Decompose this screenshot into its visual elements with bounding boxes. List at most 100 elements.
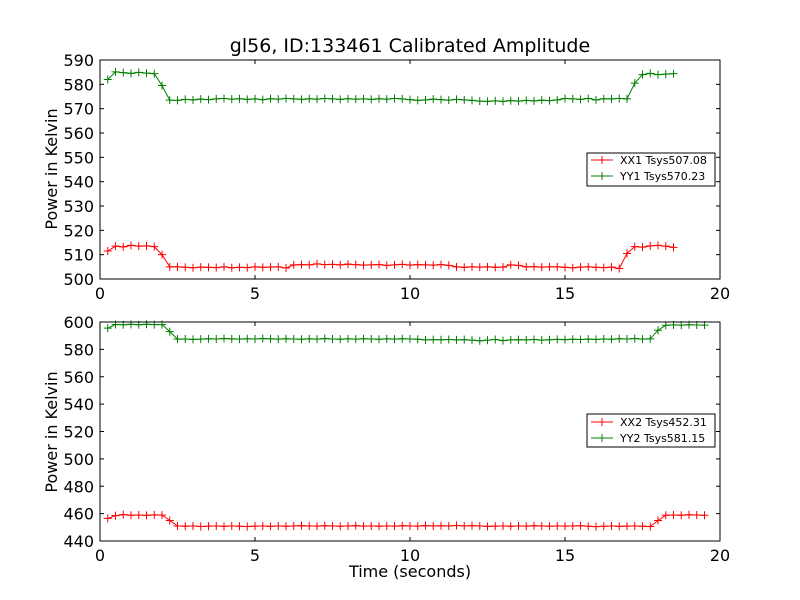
data-point: [584, 522, 593, 531]
data-point: [475, 97, 484, 106]
data-point: [491, 263, 500, 272]
data-point: [576, 95, 585, 104]
data-point: [468, 96, 476, 105]
data-point: [204, 522, 213, 531]
data-point: [545, 262, 554, 271]
data-point: [328, 334, 337, 343]
data-point: [700, 511, 709, 520]
y-tick-label: 440: [63, 532, 94, 551]
data-point: [212, 94, 221, 103]
data-point: [623, 334, 631, 343]
data-point: [452, 521, 461, 530]
data-point: [646, 69, 655, 78]
data-point: [468, 521, 476, 530]
data-point: [251, 334, 259, 343]
data-point: [266, 334, 275, 343]
y-tick-label: 590: [63, 51, 94, 70]
data-point: [375, 260, 383, 269]
data-point: [344, 521, 352, 530]
data-point: [297, 521, 306, 530]
data-point: [320, 94, 329, 103]
data-point: [158, 511, 166, 520]
y-tick-label: 540: [63, 173, 94, 192]
data-point: [196, 522, 205, 531]
data-point: [429, 95, 438, 104]
y-tick-label: 580: [63, 340, 94, 359]
data-point: [382, 521, 391, 530]
data-point: [103, 324, 112, 333]
data-point: [661, 511, 670, 520]
data-point: [227, 334, 236, 343]
data-point: [227, 95, 236, 104]
data-point: [514, 261, 523, 270]
data-point: [584, 335, 593, 344]
bottom-legend-box: [586, 413, 716, 448]
data-point: [398, 521, 407, 530]
data-point: [421, 95, 430, 104]
data-point: [227, 521, 236, 530]
data-point: [545, 522, 554, 531]
data-point: [669, 243, 678, 252]
data-point: [576, 335, 585, 344]
data-point: [491, 335, 500, 344]
data-point: [568, 335, 577, 344]
data-point: [669, 510, 678, 519]
data-point: [561, 94, 569, 103]
data-point: [189, 521, 197, 530]
data-point: [475, 336, 484, 345]
data-point: [491, 522, 500, 531]
data-point: [553, 521, 562, 530]
data-point: [491, 96, 500, 105]
data-point: [506, 522, 515, 531]
data-point: [576, 263, 585, 272]
top-legend-label-yy1: YY1 Tsys570.23: [619, 170, 705, 183]
data-point: [289, 94, 298, 103]
y-tick-label: 570: [63, 100, 94, 119]
data-point: [429, 521, 438, 530]
data-point: [243, 95, 252, 104]
data-point: [561, 335, 569, 344]
data-point: [142, 241, 151, 250]
data-point: [359, 522, 368, 531]
x-tick-label: 5: [250, 546, 260, 565]
data-point: [607, 335, 616, 344]
bottom-plot-xlabel: Time (seconds): [348, 562, 471, 581]
data-point: [638, 243, 647, 252]
data-point: [282, 264, 290, 273]
data-point: [173, 96, 182, 105]
data-point: [127, 69, 135, 78]
data-point: [382, 95, 391, 104]
data-point: [475, 521, 484, 530]
data-point: [119, 510, 128, 519]
data-point: [390, 94, 399, 103]
data-point: [545, 335, 554, 344]
data-point: [305, 334, 314, 343]
data-point: [390, 522, 399, 531]
data-point: [103, 514, 112, 523]
data-point: [437, 521, 445, 530]
data-point: [460, 335, 469, 344]
bottom-plot-lines: [103, 320, 709, 531]
bottom-legend-label-yy2: YY2 Tsys581.15: [619, 432, 705, 445]
data-point: [220, 522, 228, 531]
data-point: [305, 521, 314, 530]
data-point: [537, 263, 546, 272]
data-point: [320, 521, 329, 530]
data-point: [646, 241, 655, 250]
data-point: [305, 260, 314, 269]
data-point: [220, 262, 228, 271]
data-point: [196, 335, 205, 344]
x-tick-label: 20: [710, 284, 730, 303]
data-point: [576, 521, 585, 530]
data-point: [305, 94, 314, 103]
data-point: [483, 262, 492, 271]
data-point: [460, 95, 469, 104]
data-point: [522, 262, 531, 271]
data-point: [406, 95, 414, 104]
data-point: [406, 334, 414, 343]
data-point: [367, 334, 376, 343]
data-point: [382, 334, 391, 343]
data-point: [212, 521, 221, 530]
